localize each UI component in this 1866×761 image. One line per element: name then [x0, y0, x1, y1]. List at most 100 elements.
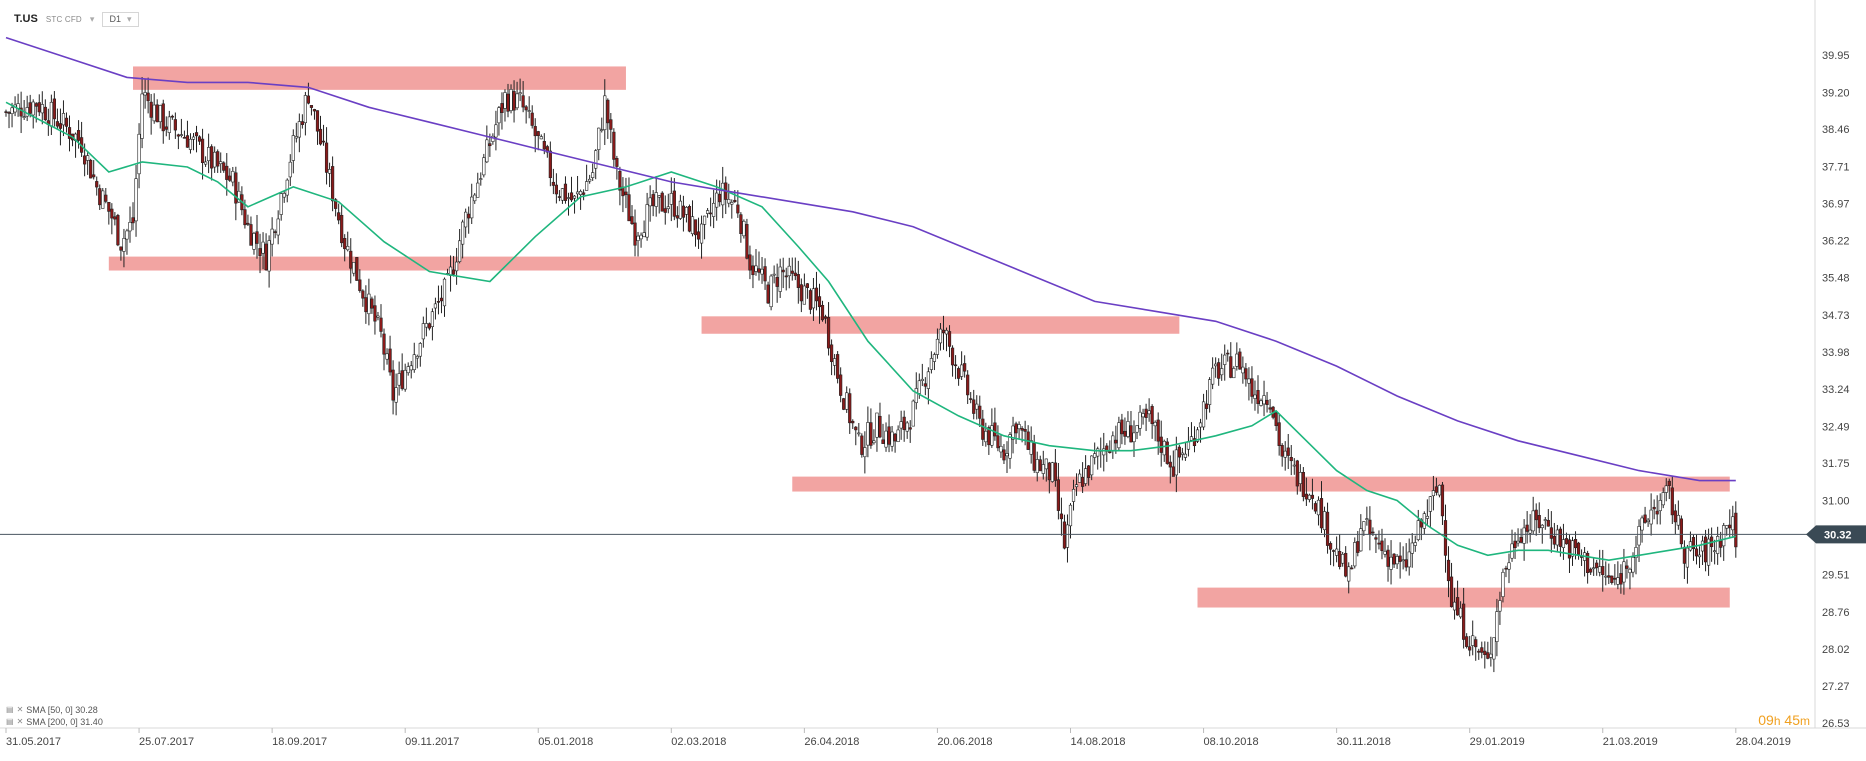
candle	[718, 180, 722, 207]
candle-body	[1074, 484, 1079, 488]
candle	[772, 265, 776, 284]
candle-body	[542, 141, 546, 150]
candle-body	[1700, 540, 1705, 552]
candle-body	[563, 183, 568, 201]
candle	[340, 204, 344, 248]
candle-body	[1114, 439, 1118, 444]
candle	[736, 190, 740, 218]
candle-body	[594, 150, 598, 169]
candle	[660, 191, 664, 212]
candle	[258, 233, 262, 274]
time-tick-label: 20.06.2018	[937, 736, 992, 748]
candle-body	[1691, 537, 1696, 549]
candle-body	[200, 138, 205, 164]
candle-body	[515, 93, 519, 109]
candle-body	[101, 190, 105, 209]
candle	[1504, 565, 1508, 578]
candle-body	[482, 157, 486, 176]
candle-body	[839, 374, 843, 396]
candle	[560, 188, 565, 204]
candle	[1328, 541, 1333, 566]
candle-body	[1643, 514, 1647, 523]
candle-body	[1183, 453, 1188, 458]
candle-body	[170, 115, 174, 118]
candle	[1029, 426, 1033, 464]
legend-item-sma200[interactable]: ▤ ✕ SMA [200, 0] 31.40	[6, 716, 103, 728]
candle	[1413, 535, 1417, 552]
candle	[1428, 495, 1432, 529]
candle	[1259, 398, 1263, 407]
legend-item-sma50[interactable]: ▤ ✕ SMA [50, 0] 30.28	[6, 704, 103, 716]
candle-body	[851, 420, 855, 424]
candle	[999, 435, 1003, 458]
candle	[960, 351, 964, 381]
candle	[1274, 410, 1278, 431]
candle	[1459, 601, 1463, 619]
candle-body	[291, 135, 295, 161]
candle-body	[1283, 450, 1287, 458]
candle-body	[1374, 537, 1378, 540]
candle-body	[1395, 556, 1399, 565]
candle	[167, 110, 171, 140]
candle	[775, 263, 779, 303]
candle	[739, 212, 743, 243]
price-tick-label: 33.98	[1822, 347, 1850, 359]
candle-body	[412, 354, 416, 371]
candle	[1229, 342, 1233, 379]
candle-body	[1268, 407, 1272, 410]
price-tick-label: 37.71	[1822, 161, 1850, 173]
candle-body	[950, 347, 955, 366]
candle	[1183, 442, 1188, 461]
candle	[261, 232, 265, 270]
candle-body	[802, 285, 806, 305]
candle-body	[1159, 436, 1163, 453]
candle	[633, 209, 637, 257]
candle	[255, 214, 259, 259]
candle	[382, 328, 386, 371]
candle-body	[485, 139, 489, 163]
candle	[1331, 549, 1336, 567]
candle	[1652, 499, 1656, 520]
candle	[763, 258, 767, 290]
settings-icon[interactable]: ▤	[6, 717, 14, 726]
candle-body	[981, 418, 985, 440]
settings-icon[interactable]: ▤	[6, 705, 14, 714]
close-icon[interactable]: ✕	[16, 717, 24, 726]
symbol-label[interactable]: T.US	[14, 13, 38, 25]
candle	[461, 219, 465, 259]
candle-body	[1407, 551, 1411, 568]
timeframe-select[interactable]: D1 ▾	[102, 11, 139, 27]
candle-body	[49, 101, 53, 127]
candle	[1068, 503, 1073, 539]
candle-body	[887, 426, 891, 445]
candle-body	[787, 265, 791, 277]
candle-body	[1331, 550, 1336, 552]
candle	[309, 105, 314, 116]
candle-body	[1008, 434, 1012, 459]
candle-body	[609, 119, 613, 130]
candle-body	[1552, 535, 1556, 545]
chevron-down-icon[interactable]: ▾	[89, 13, 95, 24]
candle-body	[249, 224, 253, 246]
candle-body	[267, 240, 271, 272]
candle	[1056, 462, 1060, 520]
candle-body	[400, 370, 404, 389]
candle-body	[1516, 540, 1520, 544]
candle-body	[712, 202, 716, 217]
candle-body	[43, 106, 47, 121]
candle	[600, 117, 604, 133]
candle	[1038, 455, 1042, 472]
candle-body	[340, 214, 344, 244]
candle	[1059, 497, 1064, 536]
candle	[760, 256, 764, 284]
candle-body	[1192, 438, 1197, 447]
candle	[1171, 450, 1175, 477]
time-tick-label: 05.01.2018	[538, 736, 593, 748]
close-icon[interactable]: ✕	[16, 705, 24, 714]
candle	[1434, 477, 1439, 496]
candle-body	[1253, 394, 1257, 399]
candle	[1734, 501, 1738, 558]
candle-body	[1274, 412, 1278, 427]
